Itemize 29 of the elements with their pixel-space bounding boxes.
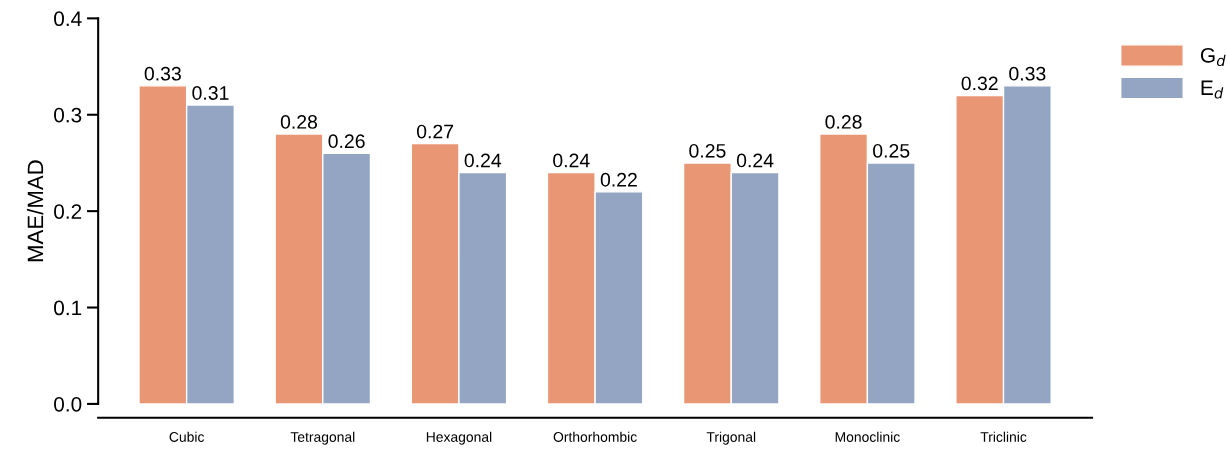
data-label: 0.33 — [144, 66, 181, 81]
data-label: 0.24 — [553, 153, 590, 168]
x-tick-label: Monoclinic — [835, 431, 900, 442]
data-label: 0.25 — [873, 143, 910, 158]
y-tick-label: 0.1 — [54, 300, 82, 316]
y-tick-label: 0.4 — [54, 11, 82, 27]
x-tick-label: Triclinic — [980, 431, 1027, 442]
data-label: 0.33 — [1009, 66, 1046, 81]
x-tick-label: Tetragonal — [290, 431, 355, 445]
y-tick-label: 0.2 — [54, 204, 82, 219]
data-label: 0.28 — [825, 115, 862, 129]
data-label: 0.27 — [416, 124, 454, 139]
data-label: 0.32 — [961, 76, 998, 91]
data-label: 0.24 — [736, 153, 774, 168]
x-tick-label: Hexagonal — [426, 431, 492, 445]
data-label: 0.28 — [280, 115, 318, 129]
data-label: 0.25 — [689, 143, 726, 158]
y-tick-label: 0.0 — [54, 396, 82, 412]
data-label: 0.31 — [192, 86, 229, 100]
x-tick-label: Trigonal — [706, 431, 756, 445]
legend-label: E$_{d}$ — [1201, 80, 1224, 99]
y-tick-label: 0.3 — [54, 107, 82, 123]
y-axis-title: MAE/MAD — [26, 160, 44, 262]
data-label: 0.22 — [600, 172, 637, 187]
data-label: 0.26 — [328, 134, 365, 149]
x-tick-label: Cubic — [169, 431, 205, 442]
legend-label: G$_{d}$ — [1200, 47, 1226, 67]
data-label: 0.24 — [464, 153, 502, 168]
x-tick-label: Orthorhombic — [553, 431, 637, 442]
